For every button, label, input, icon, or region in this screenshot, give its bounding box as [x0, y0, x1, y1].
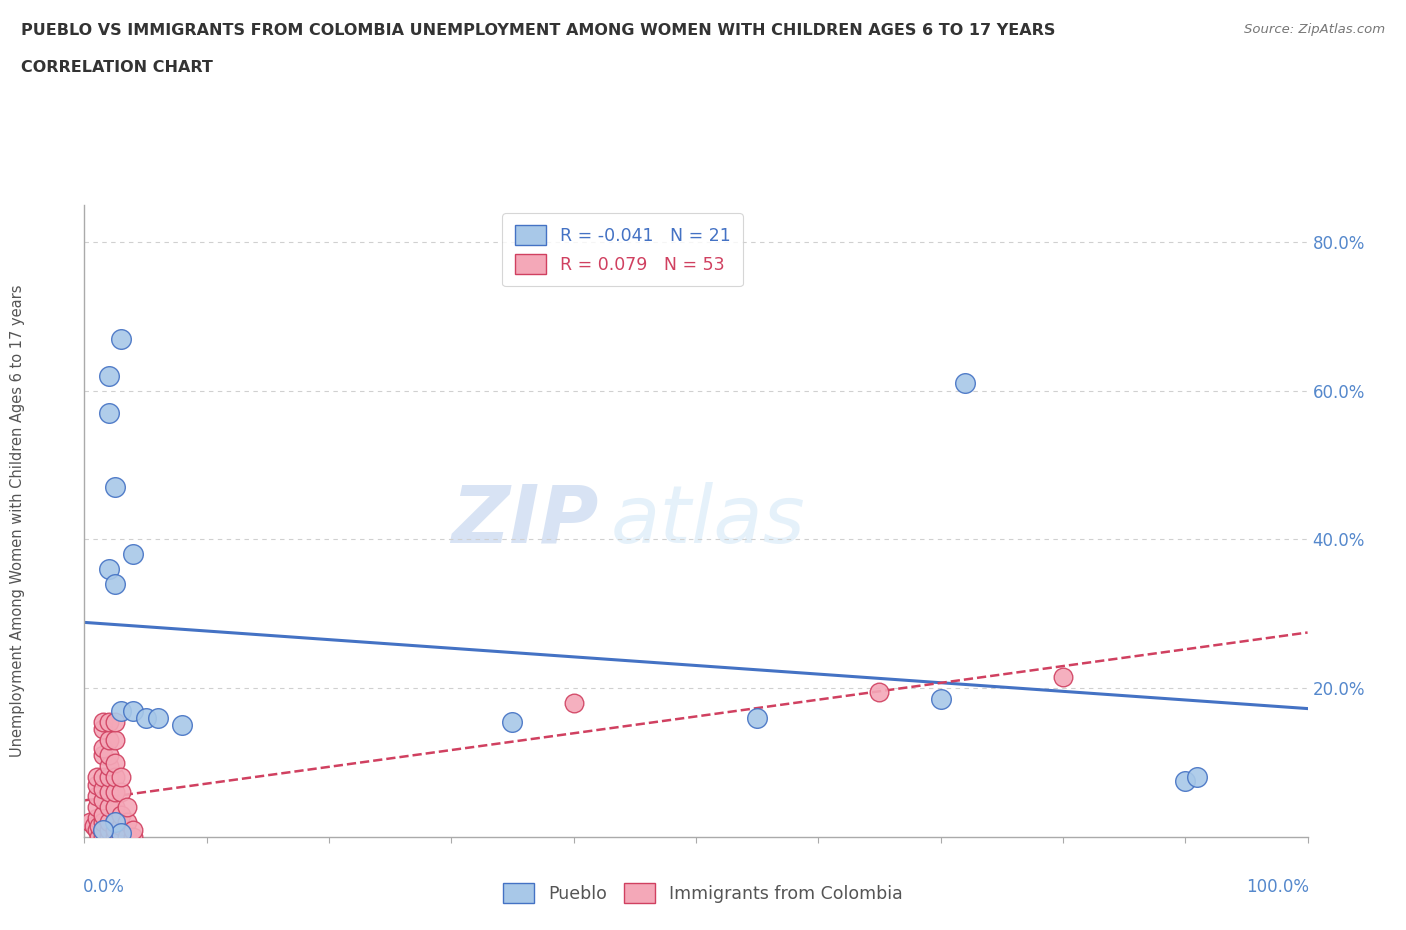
Point	[1187, 770, 1209, 785]
Point	[110, 826, 132, 841]
Point	[87, 818, 110, 833]
Point	[122, 830, 145, 844]
Point	[97, 405, 120, 420]
Point	[1052, 670, 1074, 684]
Point	[115, 800, 138, 815]
Point	[97, 822, 120, 837]
Point	[104, 815, 127, 830]
Point	[104, 480, 127, 495]
Point	[562, 696, 585, 711]
Point	[91, 740, 114, 755]
Text: PUEBLO VS IMMIGRANTS FROM COLOMBIA UNEMPLOYMENT AMONG WOMEN WITH CHILDREN AGES 6: PUEBLO VS IMMIGRANTS FROM COLOMBIA UNEMP…	[21, 23, 1056, 38]
Text: 100.0%: 100.0%	[1246, 878, 1309, 897]
Point	[86, 822, 108, 837]
Point	[91, 714, 114, 729]
Point	[83, 818, 105, 833]
Point	[91, 781, 114, 796]
Point	[97, 759, 120, 774]
Point	[135, 711, 157, 725]
Point	[110, 331, 132, 346]
Point	[91, 770, 114, 785]
Point	[1174, 774, 1197, 789]
Point	[86, 770, 108, 785]
Point	[104, 815, 127, 830]
Legend: R = -0.041   N = 21, R = 0.079   N = 53: R = -0.041 N = 21, R = 0.079 N = 53	[502, 213, 742, 286]
Point	[110, 818, 132, 833]
Point	[97, 830, 120, 844]
Point	[97, 733, 120, 748]
Point	[97, 748, 120, 763]
Point	[97, 562, 120, 577]
Point	[110, 785, 132, 800]
Point	[87, 830, 110, 844]
Point	[97, 800, 120, 815]
Point	[91, 815, 114, 830]
Point	[110, 830, 132, 844]
Point	[97, 714, 120, 729]
Point	[104, 800, 127, 815]
Point	[79, 815, 101, 830]
Point	[747, 711, 769, 725]
Point	[172, 718, 194, 733]
Point	[115, 815, 138, 830]
Point	[104, 785, 127, 800]
Text: Source: ZipAtlas.com: Source: ZipAtlas.com	[1244, 23, 1385, 36]
Point	[104, 822, 127, 837]
Point	[91, 792, 114, 807]
Point	[122, 547, 145, 562]
Point	[122, 703, 145, 718]
Text: 0.0%: 0.0%	[83, 878, 125, 897]
Text: CORRELATION CHART: CORRELATION CHART	[21, 60, 212, 75]
Point	[104, 733, 127, 748]
Point	[91, 830, 114, 844]
Point	[929, 692, 952, 707]
Point	[104, 577, 127, 591]
Text: atlas: atlas	[610, 482, 806, 560]
Point	[97, 815, 120, 830]
Point	[146, 711, 169, 725]
Point	[91, 722, 114, 737]
Point	[869, 684, 891, 699]
Point	[104, 770, 127, 785]
Legend: Pueblo, Immigrants from Colombia: Pueblo, Immigrants from Colombia	[494, 874, 912, 912]
Point	[97, 368, 120, 383]
Point	[86, 811, 108, 826]
Point	[91, 748, 114, 763]
Point	[91, 807, 114, 822]
Point	[86, 777, 108, 792]
Point	[110, 807, 132, 822]
Point	[110, 703, 132, 718]
Point	[110, 770, 132, 785]
Point	[86, 800, 108, 815]
Point	[115, 830, 138, 844]
Point	[502, 714, 524, 729]
Text: ZIP: ZIP	[451, 482, 598, 560]
Point	[91, 822, 114, 837]
Point	[91, 822, 114, 837]
Point	[97, 770, 120, 785]
Point	[104, 830, 127, 844]
Text: Unemployment Among Women with Children Ages 6 to 17 years: Unemployment Among Women with Children A…	[10, 285, 24, 757]
Point	[97, 785, 120, 800]
Point	[953, 376, 976, 391]
Point	[104, 714, 127, 729]
Point	[104, 755, 127, 770]
Point	[122, 822, 145, 837]
Point	[86, 789, 108, 804]
